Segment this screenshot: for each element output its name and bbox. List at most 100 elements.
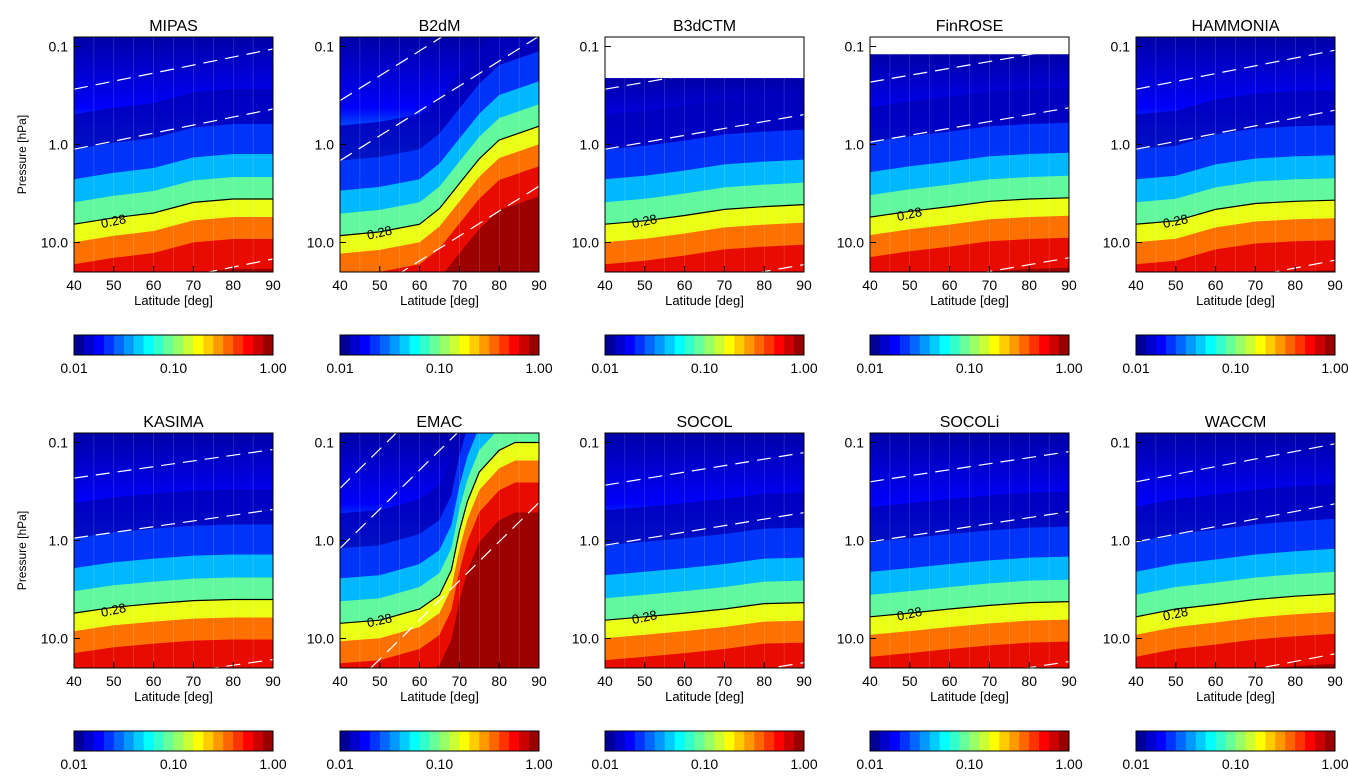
colorbar-cell bbox=[879, 731, 891, 751]
colorbar-cell bbox=[340, 335, 351, 355]
colorbar-tick-label: 0.10 bbox=[426, 360, 453, 376]
colorbar-cell bbox=[509, 335, 520, 355]
colorbar-cell bbox=[1195, 731, 1207, 751]
colorbar-tick-label: 0.01 bbox=[591, 756, 618, 772]
colorbar-cell bbox=[1039, 335, 1050, 355]
color-band bbox=[984, 267, 1069, 272]
colorbar-cell bbox=[714, 335, 725, 355]
colorbar-cell bbox=[103, 335, 115, 355]
colorbar-frame bbox=[339, 334, 540, 356]
panel-title: SOCOL bbox=[676, 414, 732, 431]
colorbar-tick-label: 0.01 bbox=[326, 756, 353, 772]
colorbar-cell bbox=[1136, 335, 1147, 355]
panel-waccm: 0.28 WACCM 40 50 60 70 80 90 Latitude [deg] 0.1 1.… bbox=[1103, 414, 1348, 772]
colorbar-cell bbox=[1185, 731, 1197, 751]
x-tick-label: 80 bbox=[1287, 277, 1303, 293]
panel-b3dctm: 0.28 B3dCTM 40 50 60 70 80 90 Latitude [deg] 0.1 1… bbox=[572, 18, 818, 376]
color-band bbox=[1136, 633, 1335, 668]
color-band bbox=[605, 244, 804, 272]
y-tick-label: 0.1 bbox=[49, 38, 69, 54]
colorbar-frame bbox=[73, 730, 274, 752]
colorbar-cell bbox=[1295, 335, 1306, 355]
x-axis-title: Latitude [deg] bbox=[665, 293, 744, 308]
y-tick-label: 0.1 bbox=[315, 38, 335, 54]
colorbar-cell bbox=[439, 335, 450, 355]
colorbar-cell bbox=[704, 335, 715, 355]
y-tick-label: 1.0 bbox=[1111, 136, 1131, 152]
colorbar-cell bbox=[754, 731, 765, 751]
y-tick-label: 1.0 bbox=[1111, 532, 1131, 548]
panel-finrose: 0.28 FinROSE 40 50 60 70 80 90 Latitude [deg] 0.1… bbox=[837, 18, 1083, 376]
color-band bbox=[444, 196, 539, 272]
colorbar-cell bbox=[223, 731, 234, 751]
colorbar-cell bbox=[1255, 335, 1266, 355]
colorbar-cell bbox=[499, 335, 510, 355]
colorbar-cell bbox=[1039, 731, 1050, 751]
dashed-reference-line bbox=[209, 658, 273, 668]
colorbar-tick-label: 0.01 bbox=[856, 756, 883, 772]
colorbar-cell bbox=[479, 335, 490, 355]
colorbar-cell bbox=[1315, 335, 1326, 355]
y-tick-label: 1.0 bbox=[580, 532, 600, 548]
x-tick-label: 70 bbox=[717, 277, 733, 293]
colorbar-cell bbox=[1155, 731, 1167, 751]
colorbar-tick-label: 0.10 bbox=[426, 756, 453, 772]
colorbar-tick-label: 1.00 bbox=[525, 756, 552, 772]
colorbar-cell bbox=[999, 335, 1010, 355]
colorbar-cell bbox=[469, 335, 480, 355]
panel-socol: 0.28 SOCOL 40 50 60 70 80 90 Latitude [deg] 0.1 1.… bbox=[572, 414, 818, 772]
colorbar-tick-label: 1.00 bbox=[790, 360, 817, 376]
y-tick-label: 0.1 bbox=[580, 38, 600, 54]
x-tick-label: 40 bbox=[66, 673, 82, 689]
colorbar-cell bbox=[173, 731, 184, 751]
x-tick-label: 80 bbox=[1287, 673, 1303, 689]
x-tick-label: 40 bbox=[1128, 277, 1144, 293]
colorbar-cell bbox=[163, 335, 174, 355]
colorbar-cell bbox=[369, 731, 381, 751]
x-tick-label: 60 bbox=[942, 277, 958, 293]
x-tick-label: 70 bbox=[186, 277, 202, 293]
color-band bbox=[435, 512, 539, 668]
contour-0.28-line bbox=[604, 204, 805, 225]
x-tick-label: 80 bbox=[225, 277, 241, 293]
x-tick-label: 60 bbox=[412, 277, 428, 293]
colorbar-cell bbox=[664, 335, 676, 355]
x-tick-label: 50 bbox=[1168, 673, 1184, 689]
panel-title: KASIMA bbox=[143, 414, 204, 431]
plot-frame bbox=[604, 432, 805, 669]
colorbar-cell bbox=[794, 335, 805, 355]
colorbar-cell bbox=[1295, 731, 1306, 751]
x-axis-title: Latitude [deg] bbox=[930, 293, 1009, 308]
x-tick-label: 40 bbox=[862, 673, 878, 689]
colorbar-cell bbox=[889, 335, 901, 355]
colorbar-cell bbox=[389, 731, 401, 751]
color-band bbox=[74, 639, 273, 668]
x-tick-label: 70 bbox=[452, 673, 468, 689]
x-axis-title: Latitude [deg] bbox=[1196, 689, 1275, 704]
colorbar-tick-label: 0.10 bbox=[1222, 360, 1249, 376]
colorbar-tick-label: 0.01 bbox=[591, 360, 618, 376]
colorbar-cell bbox=[909, 335, 921, 355]
colorbar-cell bbox=[1275, 335, 1286, 355]
colorbar-cell bbox=[519, 335, 530, 355]
colorbar-cell bbox=[213, 731, 224, 751]
x-tick-label: 90 bbox=[1061, 673, 1077, 689]
x-tick-label: 90 bbox=[1327, 277, 1343, 293]
colorbar-cell bbox=[1315, 731, 1326, 751]
y-tick-label: 1.0 bbox=[580, 136, 600, 152]
colorbar-cell bbox=[959, 335, 970, 355]
colorbar-cell bbox=[949, 731, 961, 751]
colorbar-cell bbox=[103, 731, 115, 751]
colorbar-frame bbox=[73, 334, 274, 356]
colorbar-cell bbox=[529, 731, 540, 751]
colorbar-cell bbox=[694, 335, 705, 355]
colorbar-cell bbox=[1059, 731, 1070, 751]
plot-frame bbox=[1135, 432, 1336, 669]
colorbar-cell bbox=[419, 731, 431, 751]
color-band bbox=[870, 237, 1069, 272]
color-band bbox=[870, 641, 1069, 668]
dashed-reference-line bbox=[605, 114, 804, 150]
colorbar-cell bbox=[263, 335, 274, 355]
panel-title: B2dM bbox=[419, 18, 461, 35]
colorbar-cell bbox=[684, 335, 696, 355]
